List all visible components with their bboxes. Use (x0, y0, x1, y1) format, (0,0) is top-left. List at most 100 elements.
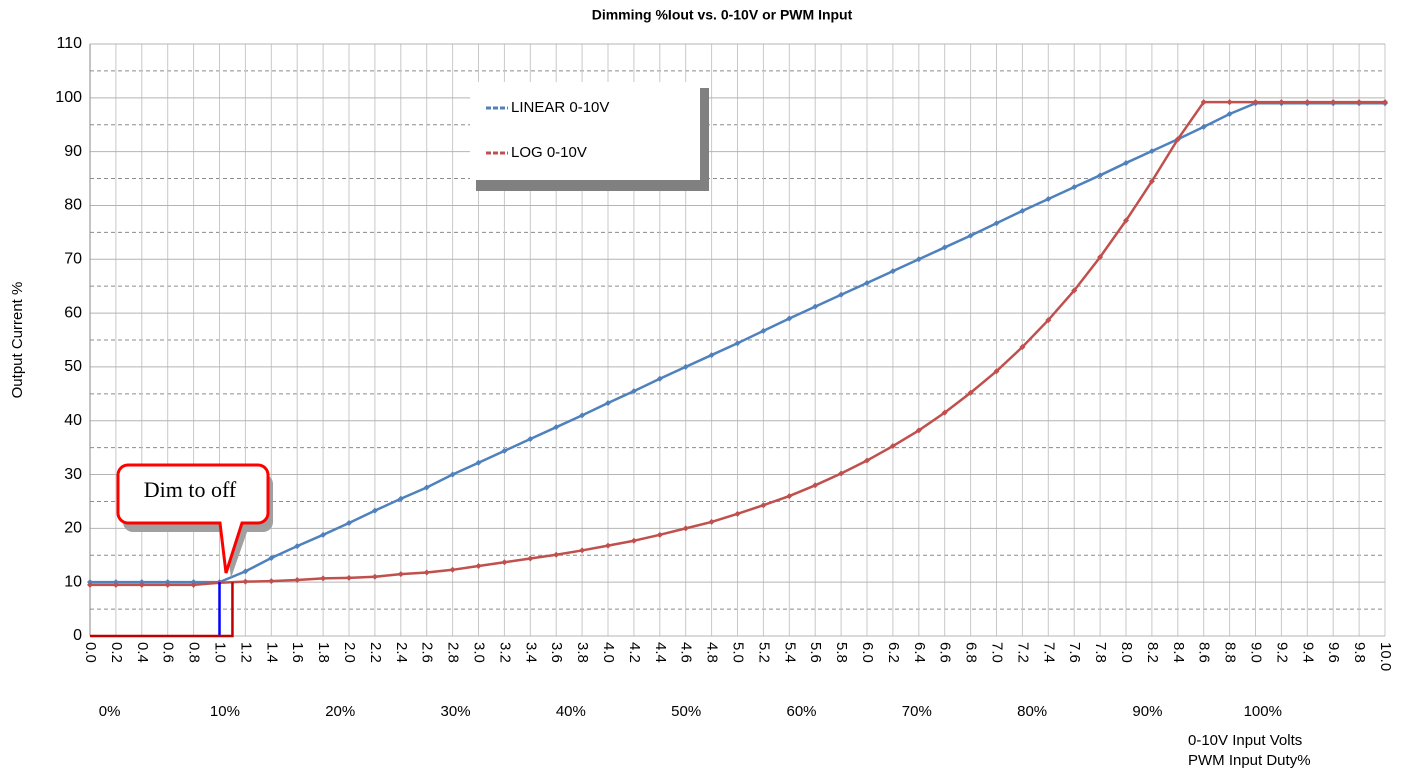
point (1174, 136, 1181, 143)
point (915, 256, 922, 263)
x-tick-label: 2.0 (341, 642, 358, 663)
x-tick-label: 4.2 (626, 642, 643, 663)
x-tick-label: 9.0 (1248, 642, 1265, 663)
x-tick-label: 4.4 (652, 642, 669, 663)
point (294, 543, 301, 550)
point (838, 291, 845, 298)
point (242, 578, 249, 585)
x-tick-label: 8.6 (1196, 642, 1213, 663)
x-tick-label: 7.8 (1092, 642, 1109, 663)
point (423, 569, 430, 576)
point (967, 232, 974, 239)
point (371, 507, 378, 514)
point (656, 375, 663, 382)
point (708, 352, 715, 359)
x-tick-label: 8.0 (1118, 642, 1135, 663)
x2-tick-label: 0% (99, 703, 121, 720)
x-tick-label: 2.4 (393, 642, 410, 663)
point (475, 459, 482, 466)
legend-label: LINEAR 0-10V (511, 99, 609, 116)
plot (87, 99, 1388, 638)
x-tick-label: 9.4 (1299, 642, 1316, 663)
x-tick-label: 8.2 (1144, 642, 1161, 663)
point (630, 537, 637, 544)
point (527, 436, 534, 443)
x-tick-label: 1.8 (315, 642, 332, 663)
x-tick-label: 9.2 (1273, 642, 1290, 663)
point (475, 563, 482, 570)
point (864, 279, 870, 286)
x-tick-label: 3.2 (496, 642, 513, 663)
point (423, 484, 430, 491)
y-tick-label: 30 (64, 466, 82, 483)
x-tick-label: 6.8 (963, 642, 980, 663)
x-tick-label: 2.8 (445, 642, 462, 663)
x-tick-label: 2.2 (367, 642, 384, 663)
x2-tick-label: 30% (441, 703, 471, 720)
point (1045, 317, 1052, 324)
point (320, 531, 327, 538)
x2-tick-label: 50% (671, 703, 701, 720)
x-tick-label: 10.0 (1377, 642, 1394, 671)
point (630, 388, 637, 395)
point (346, 519, 352, 526)
y-tick-label: 50 (64, 358, 82, 375)
point (579, 412, 586, 419)
point (682, 525, 689, 532)
x-tick-label: 7.6 (1066, 642, 1083, 663)
point (579, 547, 586, 554)
point (164, 581, 171, 588)
x-tick-label: 0.2 (108, 642, 125, 663)
point (1019, 343, 1026, 350)
point (1226, 110, 1233, 117)
x2-tick-label: 70% (902, 703, 932, 720)
y-tick-label: 40 (64, 412, 82, 429)
x-tick-label: 1.2 (237, 642, 254, 663)
x2-tick-label: 60% (786, 703, 816, 720)
point (1304, 99, 1311, 106)
x-tick-label: 5.0 (730, 642, 747, 663)
point (760, 502, 767, 509)
legend-label: LOG 0-10V (511, 144, 587, 161)
point (1148, 148, 1155, 155)
point (1097, 172, 1104, 179)
point (993, 368, 1000, 375)
point (397, 571, 404, 578)
x-tick-label: 3.8 (574, 642, 591, 663)
x-tick-label: 5.4 (781, 642, 798, 663)
x2-tick-label: 100% (1244, 703, 1282, 720)
point (553, 424, 560, 431)
x-tick-label: 0.4 (134, 642, 151, 663)
point (268, 578, 275, 585)
x-tick-label: 1.0 (212, 642, 229, 663)
point (941, 244, 948, 251)
point (320, 575, 327, 582)
x2-tick-label: 80% (1017, 703, 1047, 720)
point (1252, 99, 1259, 106)
x-tick-label: 7.2 (1014, 642, 1031, 663)
point (138, 581, 145, 588)
point (1226, 99, 1233, 106)
x-tick-label: 1.6 (289, 642, 306, 663)
x-tick-label: 7.4 (1040, 642, 1057, 663)
point (1071, 287, 1078, 294)
x-tick-label: 3.6 (548, 642, 565, 663)
x-tick-label: 6.2 (885, 642, 902, 663)
point (605, 542, 611, 549)
x-tick-label: 2.6 (419, 642, 436, 663)
point (1330, 99, 1337, 106)
point (112, 581, 119, 588)
x-tick-label: 4.6 (678, 642, 695, 663)
y-tick-label: 20 (64, 520, 82, 537)
point (242, 568, 249, 575)
point (889, 268, 896, 275)
point (346, 574, 352, 581)
point (786, 493, 793, 500)
x-tick-label: 6.0 (859, 642, 876, 663)
x-tick-label: 5.8 (833, 642, 850, 663)
x-tick-label: 0.8 (186, 642, 203, 663)
point (1123, 159, 1129, 166)
x-tick-label: 9.6 (1325, 642, 1342, 663)
grid: 0.0 0.2 0.4 0.6 0.8 1.0 1.2 1.4 1.6 1.8 2.0 2.2 2.4 2… (55, 35, 1394, 720)
x-tick-label: 6.6 (937, 642, 954, 663)
